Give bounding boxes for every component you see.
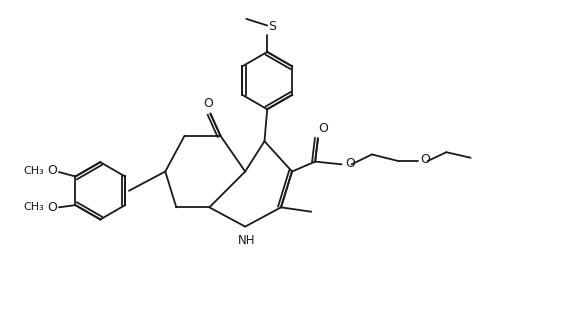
Text: O: O: [203, 97, 213, 110]
Text: O: O: [47, 164, 57, 178]
Text: O: O: [319, 122, 328, 134]
Text: O: O: [345, 157, 355, 170]
Text: O: O: [47, 201, 57, 214]
Text: CH₃: CH₃: [24, 202, 44, 212]
Text: S: S: [268, 20, 276, 33]
Text: NH: NH: [238, 234, 256, 247]
Text: O: O: [420, 153, 430, 166]
Text: CH₃: CH₃: [24, 166, 44, 176]
